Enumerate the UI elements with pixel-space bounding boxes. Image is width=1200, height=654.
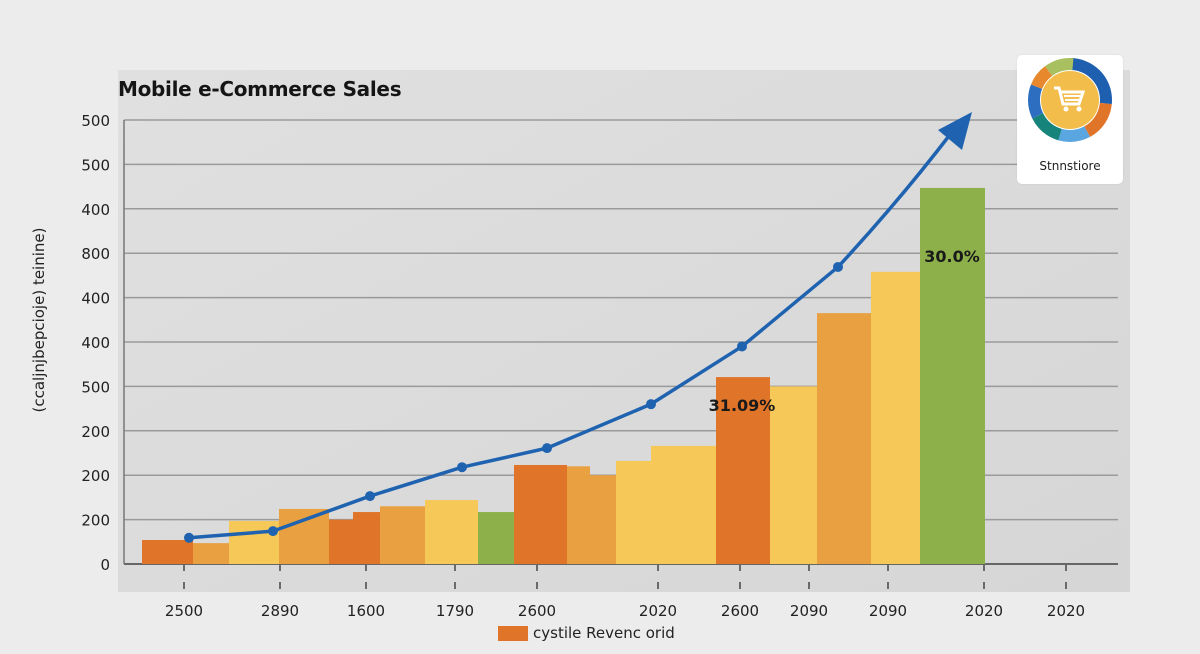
x-tick-label: 2020 [965,602,1003,620]
bar [590,475,616,564]
y-tick-label: 0 [100,556,110,574]
shopping-cart-icon [1028,58,1112,142]
bar [514,464,567,564]
bar [817,313,871,564]
bar [142,540,193,564]
data-label: 30.0% [924,247,980,266]
x-tick-label: 1790 [436,602,474,620]
y-axis-label: (ccaljnjbepcioje) teinine) [30,227,48,413]
y-tick-label: 800 [81,245,110,263]
bar [193,543,229,564]
y-tick-label: 200 [81,423,110,441]
x-tick-label: 2090 [869,602,907,620]
bar [871,271,920,564]
x-tick-label: 2600 [518,602,556,620]
line-point [457,462,467,473]
series-line [188,130,954,540]
line-point [737,341,747,352]
line-point [365,491,375,502]
y-tick-label: 400 [81,201,110,219]
bar [567,466,590,564]
y-tick-label: 500 [81,156,110,174]
legend: cystile Revenc orid [498,624,675,642]
bar [716,377,770,564]
bar [279,508,329,564]
bar [920,187,985,564]
y-tick-label: 400 [81,290,110,308]
arrow-head-icon [938,112,972,150]
y-tick-label: 200 [81,512,110,530]
bar [770,386,817,564]
x-tick-label: 2020 [639,602,677,620]
line-point [184,532,194,543]
x-tick-label: 1600 [347,602,385,620]
line-point [833,261,843,272]
bar [380,506,425,564]
bar [616,460,651,564]
chart-title: Mobile e-Commerce Sales [118,77,402,101]
bar [478,512,514,564]
bar [329,519,353,564]
x-tick-label: 2890 [261,602,299,620]
line-point [542,443,552,454]
bar [353,512,380,564]
y-tick-label: 200 [81,467,110,485]
x-tick-label: 2600 [721,602,759,620]
x-tick-label: 2020 [1047,602,1085,620]
y-tick-label: 400 [81,334,110,352]
bar [651,445,716,564]
line-point [646,399,656,410]
logo-card: Stnnstiore [1017,55,1123,184]
legend-swatch [498,625,528,641]
logo-text: Stnnstiore [1039,159,1101,173]
x-tick-label: 2090 [790,602,828,620]
legend-label: cystile Revenc orid [533,624,675,642]
y-tick-label: 500 [81,378,110,396]
x-tick-label: 2500 [165,602,203,620]
line-point [268,526,278,537]
bar [425,500,478,564]
data-label: 31.09% [709,396,776,415]
y-tick-label: 500 [81,112,110,130]
